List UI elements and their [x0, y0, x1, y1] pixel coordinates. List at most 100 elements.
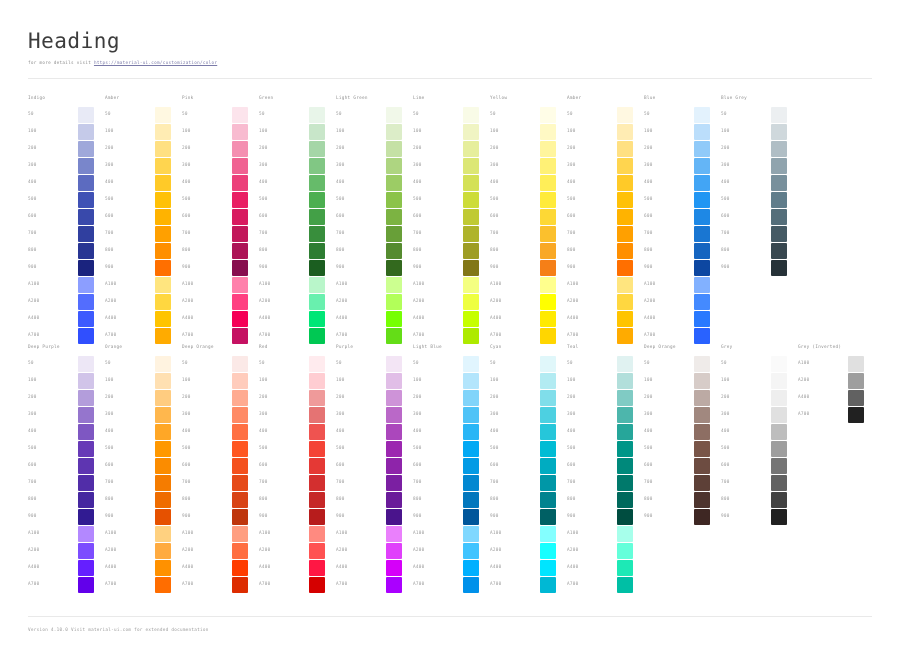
color-swatch[interactable] [386, 406, 402, 423]
color-swatch[interactable] [617, 327, 633, 344]
color-swatch[interactable] [78, 474, 94, 491]
color-swatch[interactable] [155, 355, 171, 372]
color-swatch[interactable] [771, 208, 787, 225]
color-swatch[interactable] [771, 355, 787, 372]
color-swatch[interactable] [617, 542, 633, 559]
color-swatch[interactable] [232, 559, 248, 576]
color-swatch[interactable] [694, 508, 710, 525]
color-swatch[interactable] [78, 174, 94, 191]
color-swatch[interactable] [309, 576, 325, 593]
color-swatch[interactable] [155, 259, 171, 276]
color-swatch[interactable] [771, 423, 787, 440]
color-swatch[interactable] [386, 208, 402, 225]
color-swatch[interactable] [463, 208, 479, 225]
color-swatch[interactable] [540, 106, 556, 123]
color-swatch[interactable] [617, 140, 633, 157]
color-swatch[interactable] [386, 559, 402, 576]
color-swatch[interactable] [540, 242, 556, 259]
color-swatch[interactable] [617, 372, 633, 389]
color-swatch[interactable] [771, 372, 787, 389]
color-swatch[interactable] [155, 140, 171, 157]
color-swatch[interactable] [78, 542, 94, 559]
color-swatch[interactable] [232, 389, 248, 406]
color-swatch[interactable] [232, 242, 248, 259]
color-swatch[interactable] [386, 355, 402, 372]
color-swatch[interactable] [463, 140, 479, 157]
color-swatch[interactable] [771, 157, 787, 174]
color-swatch[interactable] [694, 423, 710, 440]
color-swatch[interactable] [463, 508, 479, 525]
color-swatch[interactable] [309, 406, 325, 423]
color-swatch[interactable] [540, 355, 556, 372]
color-swatch[interactable] [540, 174, 556, 191]
color-swatch[interactable] [78, 508, 94, 525]
color-swatch[interactable] [463, 293, 479, 310]
color-swatch[interactable] [540, 525, 556, 542]
color-swatch[interactable] [540, 491, 556, 508]
color-swatch[interactable] [694, 457, 710, 474]
color-swatch[interactable] [694, 225, 710, 242]
color-swatch[interactable] [155, 293, 171, 310]
color-swatch[interactable] [771, 259, 787, 276]
color-swatch[interactable] [771, 474, 787, 491]
color-swatch[interactable] [694, 310, 710, 327]
color-swatch[interactable] [309, 293, 325, 310]
color-swatch[interactable] [386, 423, 402, 440]
color-swatch[interactable] [771, 389, 787, 406]
color-swatch[interactable] [617, 525, 633, 542]
color-swatch[interactable] [155, 327, 171, 344]
color-swatch[interactable] [155, 123, 171, 140]
color-swatch[interactable] [463, 276, 479, 293]
color-swatch[interactable] [617, 576, 633, 593]
color-swatch[interactable] [78, 576, 94, 593]
color-swatch[interactable] [694, 327, 710, 344]
color-swatch[interactable] [540, 474, 556, 491]
color-swatch[interactable] [78, 259, 94, 276]
color-swatch[interactable] [540, 310, 556, 327]
color-swatch[interactable] [386, 140, 402, 157]
color-swatch[interactable] [309, 225, 325, 242]
color-swatch[interactable] [232, 406, 248, 423]
color-swatch[interactable] [78, 559, 94, 576]
color-swatch[interactable] [232, 327, 248, 344]
color-swatch[interactable] [463, 372, 479, 389]
color-swatch[interactable] [78, 372, 94, 389]
color-swatch[interactable] [386, 242, 402, 259]
color-swatch[interactable] [771, 191, 787, 208]
color-swatch[interactable] [617, 508, 633, 525]
color-swatch[interactable] [155, 310, 171, 327]
color-swatch[interactable] [78, 106, 94, 123]
color-swatch[interactable] [463, 559, 479, 576]
color-swatch[interactable] [155, 440, 171, 457]
color-swatch[interactable] [155, 276, 171, 293]
color-swatch[interactable] [540, 327, 556, 344]
color-swatch[interactable] [386, 157, 402, 174]
color-swatch[interactable] [463, 355, 479, 372]
color-swatch[interactable] [540, 576, 556, 593]
color-swatch[interactable] [540, 372, 556, 389]
color-swatch[interactable] [78, 242, 94, 259]
color-swatch[interactable] [78, 355, 94, 372]
color-swatch[interactable] [232, 542, 248, 559]
color-swatch[interactable] [232, 174, 248, 191]
color-swatch[interactable] [463, 440, 479, 457]
color-swatch[interactable] [155, 423, 171, 440]
color-swatch[interactable] [155, 491, 171, 508]
color-swatch[interactable] [694, 106, 710, 123]
color-swatch[interactable] [386, 542, 402, 559]
color-swatch[interactable] [309, 140, 325, 157]
color-swatch[interactable] [694, 474, 710, 491]
color-swatch[interactable] [540, 208, 556, 225]
color-swatch[interactable] [309, 542, 325, 559]
color-swatch[interactable] [617, 157, 633, 174]
color-swatch[interactable] [617, 440, 633, 457]
material-ui-color-link[interactable]: https://material-ui.com/customization/co… [93, 61, 218, 66]
color-swatch[interactable] [771, 106, 787, 123]
color-swatch[interactable] [232, 355, 248, 372]
color-swatch[interactable] [232, 474, 248, 491]
color-swatch[interactable] [848, 406, 864, 423]
color-swatch[interactable] [78, 208, 94, 225]
color-swatch[interactable] [309, 191, 325, 208]
color-swatch[interactable] [78, 423, 94, 440]
color-swatch[interactable] [155, 542, 171, 559]
